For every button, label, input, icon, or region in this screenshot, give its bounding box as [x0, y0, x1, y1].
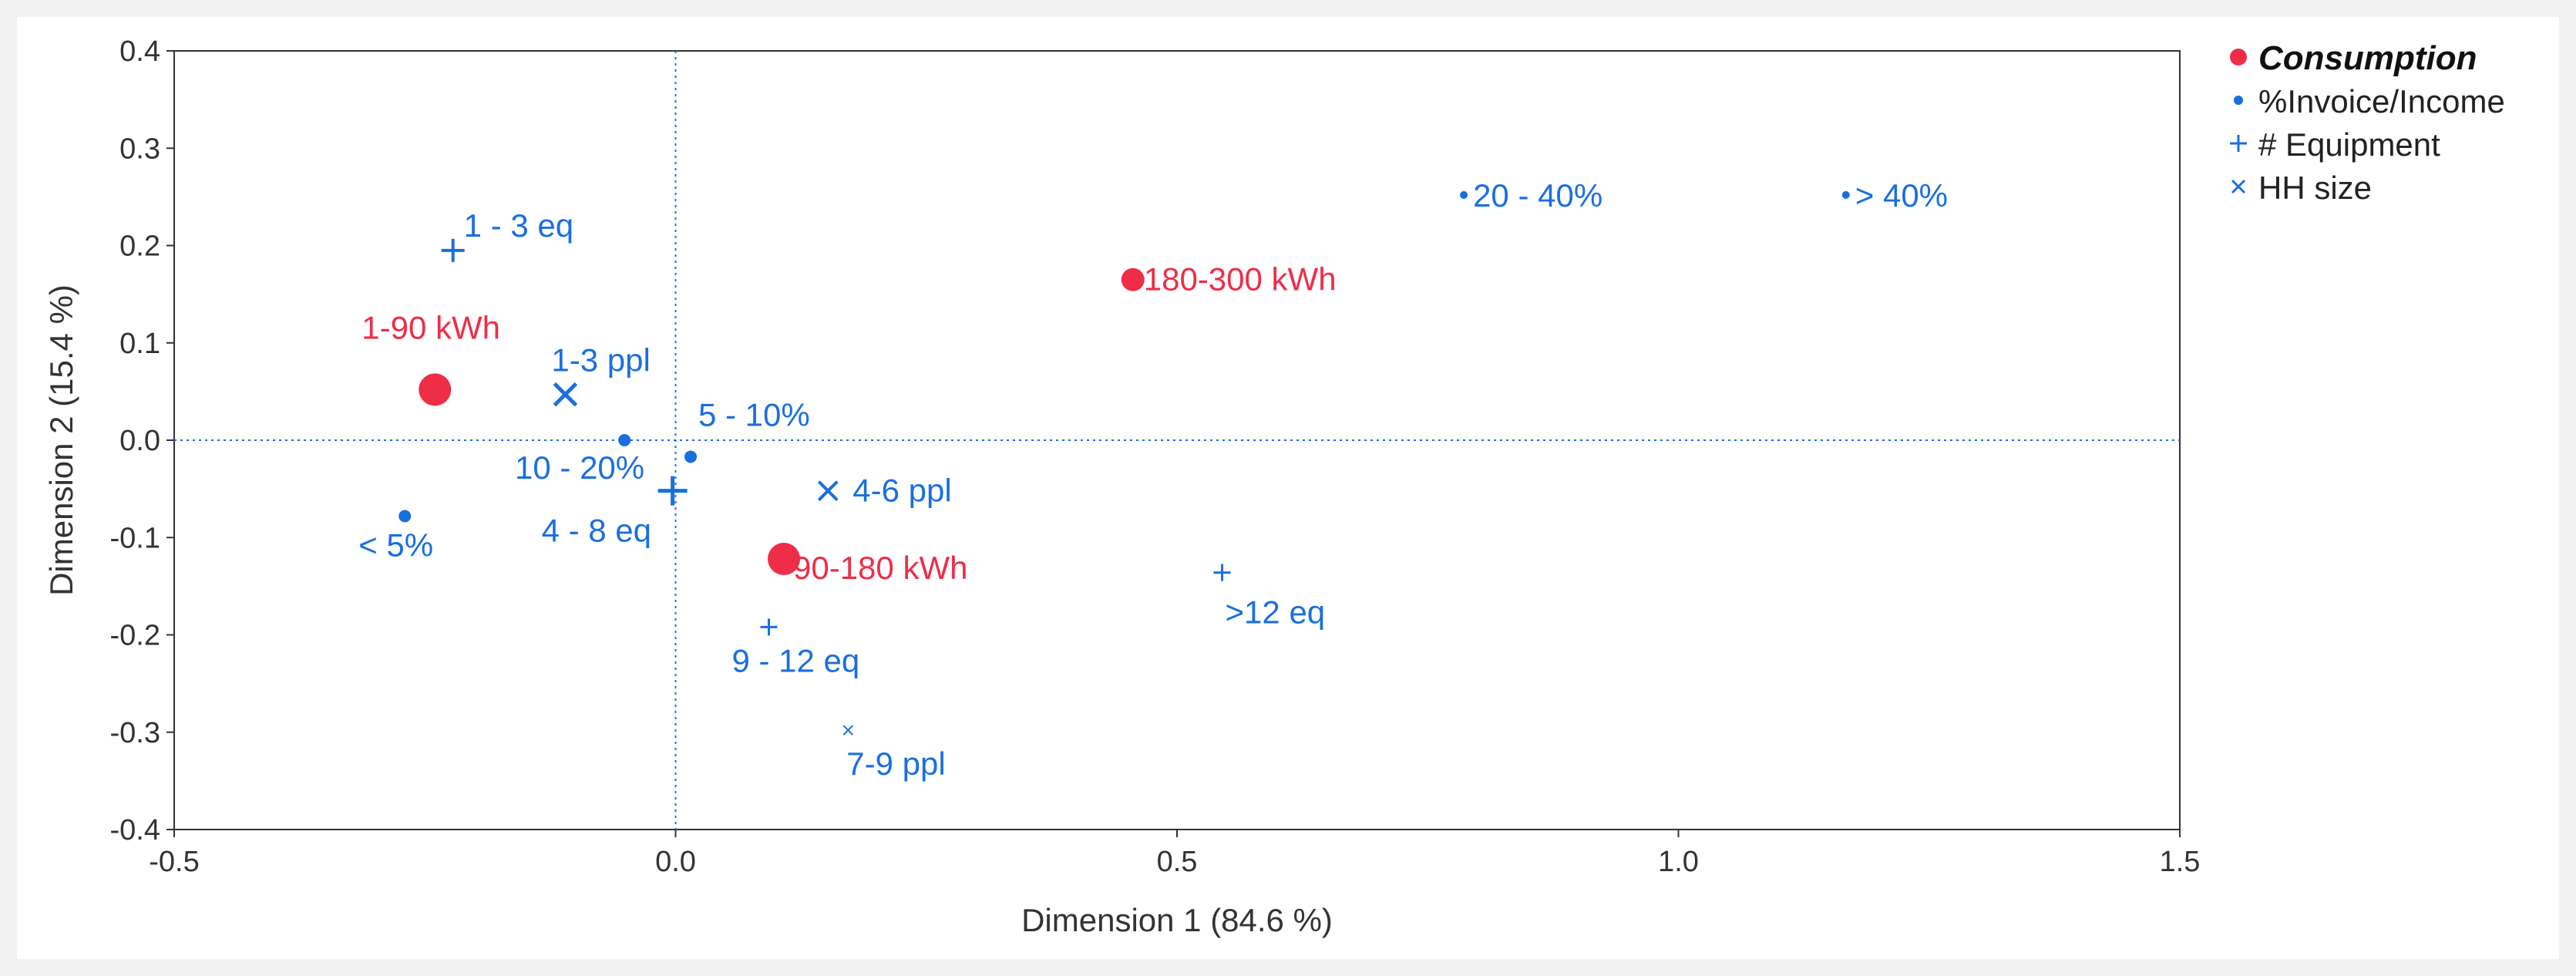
- y-tick-label: 0.4: [119, 35, 160, 68]
- point-label-4-8-eq: 4 - 8 eq: [542, 513, 651, 549]
- x-tick-label: -0.5: [149, 846, 199, 878]
- x-axis-title: Dimension 1 (84.6 %): [1021, 902, 1333, 938]
- point-hh-size-1: [817, 480, 839, 502]
- point-label-40: > 40%: [1855, 177, 1948, 214]
- point-label-180-300-kwh: 180-300 kWh: [1144, 261, 1337, 298]
- point-invoice-income-1: [1841, 190, 1850, 199]
- point-label-90-180-kwh: 90-180 kWh: [793, 550, 967, 586]
- point-equipment-2: [1213, 564, 1231, 581]
- chart-panel: 0.4 0.3 0.2 0.1 0.0 -0.1 -0.2 -0.3 -0.4 -0.5 0.0 0.…: [17, 17, 2559, 959]
- y-tick-label: 0.0: [119, 425, 160, 457]
- legend-label: HH size: [2258, 170, 2372, 206]
- legend-label: # Equipment: [2258, 126, 2440, 163]
- point-label-5-10: 5 - 10%: [698, 396, 810, 432]
- point-equipment-0: [441, 238, 465, 262]
- scatter-chart: 0.4 0.3 0.2 0.1 0.0 -0.1 -0.2 -0.3 -0.4-0.5 0.0 0.…: [43, 35, 2505, 938]
- legend-item-invoice-income: %Invoice/Income: [2234, 83, 2505, 119]
- point-label-10-20: 10 - 20%: [515, 449, 644, 486]
- point-invoice-income-2: [684, 450, 698, 463]
- legend-marker: [2230, 49, 2247, 66]
- point-label-1-3-eq: 1 - 3 eq: [464, 207, 573, 244]
- reference-lines-layer: [174, 51, 2180, 830]
- x-tick-label: 0.0: [655, 846, 696, 878]
- legend-item-equipment: # Equipment: [2230, 126, 2440, 163]
- y-tick-label: 0.1: [119, 328, 160, 360]
- y-tick-label: 0.3: [119, 133, 160, 165]
- legend-marker: [2234, 96, 2243, 105]
- point-hh-size-0: [553, 382, 578, 407]
- point-equipment-3: [760, 618, 778, 636]
- point-invoice-income-0: [1460, 190, 1468, 199]
- point-label-12-eq: >12 eq: [1226, 594, 1326, 631]
- y-tick-label: -0.2: [110, 620, 160, 652]
- point-labels-layer: 1-90 kWh 180-300 kWh 90-180 kWh 20 - 40% > 4…: [358, 177, 1948, 782]
- legend-label: %Invoice/Income: [2258, 83, 2505, 119]
- point-consumption-1: [1121, 268, 1145, 291]
- x-tick-label: 0.5: [1157, 846, 1198, 878]
- point-invoice-income-4: [399, 510, 412, 523]
- y-tick-label: 0.2: [119, 231, 160, 263]
- x-tick-label: 1.0: [1658, 846, 1699, 878]
- legend-marker: [2230, 135, 2247, 152]
- x-tick-label: 1.5: [2160, 846, 2201, 878]
- point-label-7-9-ppl: 7-9 ppl: [846, 745, 945, 782]
- point-invoice-income-3: [618, 434, 631, 446]
- point-label-4-6-ppl: 4-6 ppl: [853, 473, 951, 509]
- point-hh-size-2: [842, 725, 853, 735]
- y-tick-label: -0.1: [110, 522, 160, 554]
- point-label-1-3-ppl: 1-3 ppl: [551, 342, 650, 379]
- legend-item-hh-size: HH size: [2231, 170, 2372, 206]
- y-axis-title: Dimension 2 (15.4 %): [43, 284, 79, 596]
- point-label-20-40: 20 - 40%: [1473, 177, 1602, 214]
- point-equipment-1: [657, 476, 688, 506]
- point-label-9-12-eq: 9 - 12 eq: [731, 642, 859, 678]
- legend-label: Consumption: [2258, 39, 2477, 77]
- point-consumption-0: [419, 373, 452, 406]
- legend-marker: [2231, 179, 2246, 194]
- y-tick-label: -0.3: [110, 717, 160, 749]
- legend-item-consumption: Consumption: [2230, 39, 2477, 77]
- point-consumption-2: [768, 543, 801, 576]
- plot-frame: [173, 50, 2181, 830]
- y-tick-label: -0.4: [110, 814, 160, 846]
- points-layer: [399, 190, 1850, 735]
- point-label-5: < 5%: [358, 527, 433, 563]
- legend: Consumption %Invoice/Income # Equipment HH …: [2230, 39, 2505, 206]
- point-label-1-90-kwh: 1-90 kWh: [362, 309, 500, 345]
- axes-layer: 0.4 0.3 0.2 0.1 0.0 -0.1 -0.2 -0.3 -0.4-0.5 0.0 0.…: [43, 35, 2200, 938]
